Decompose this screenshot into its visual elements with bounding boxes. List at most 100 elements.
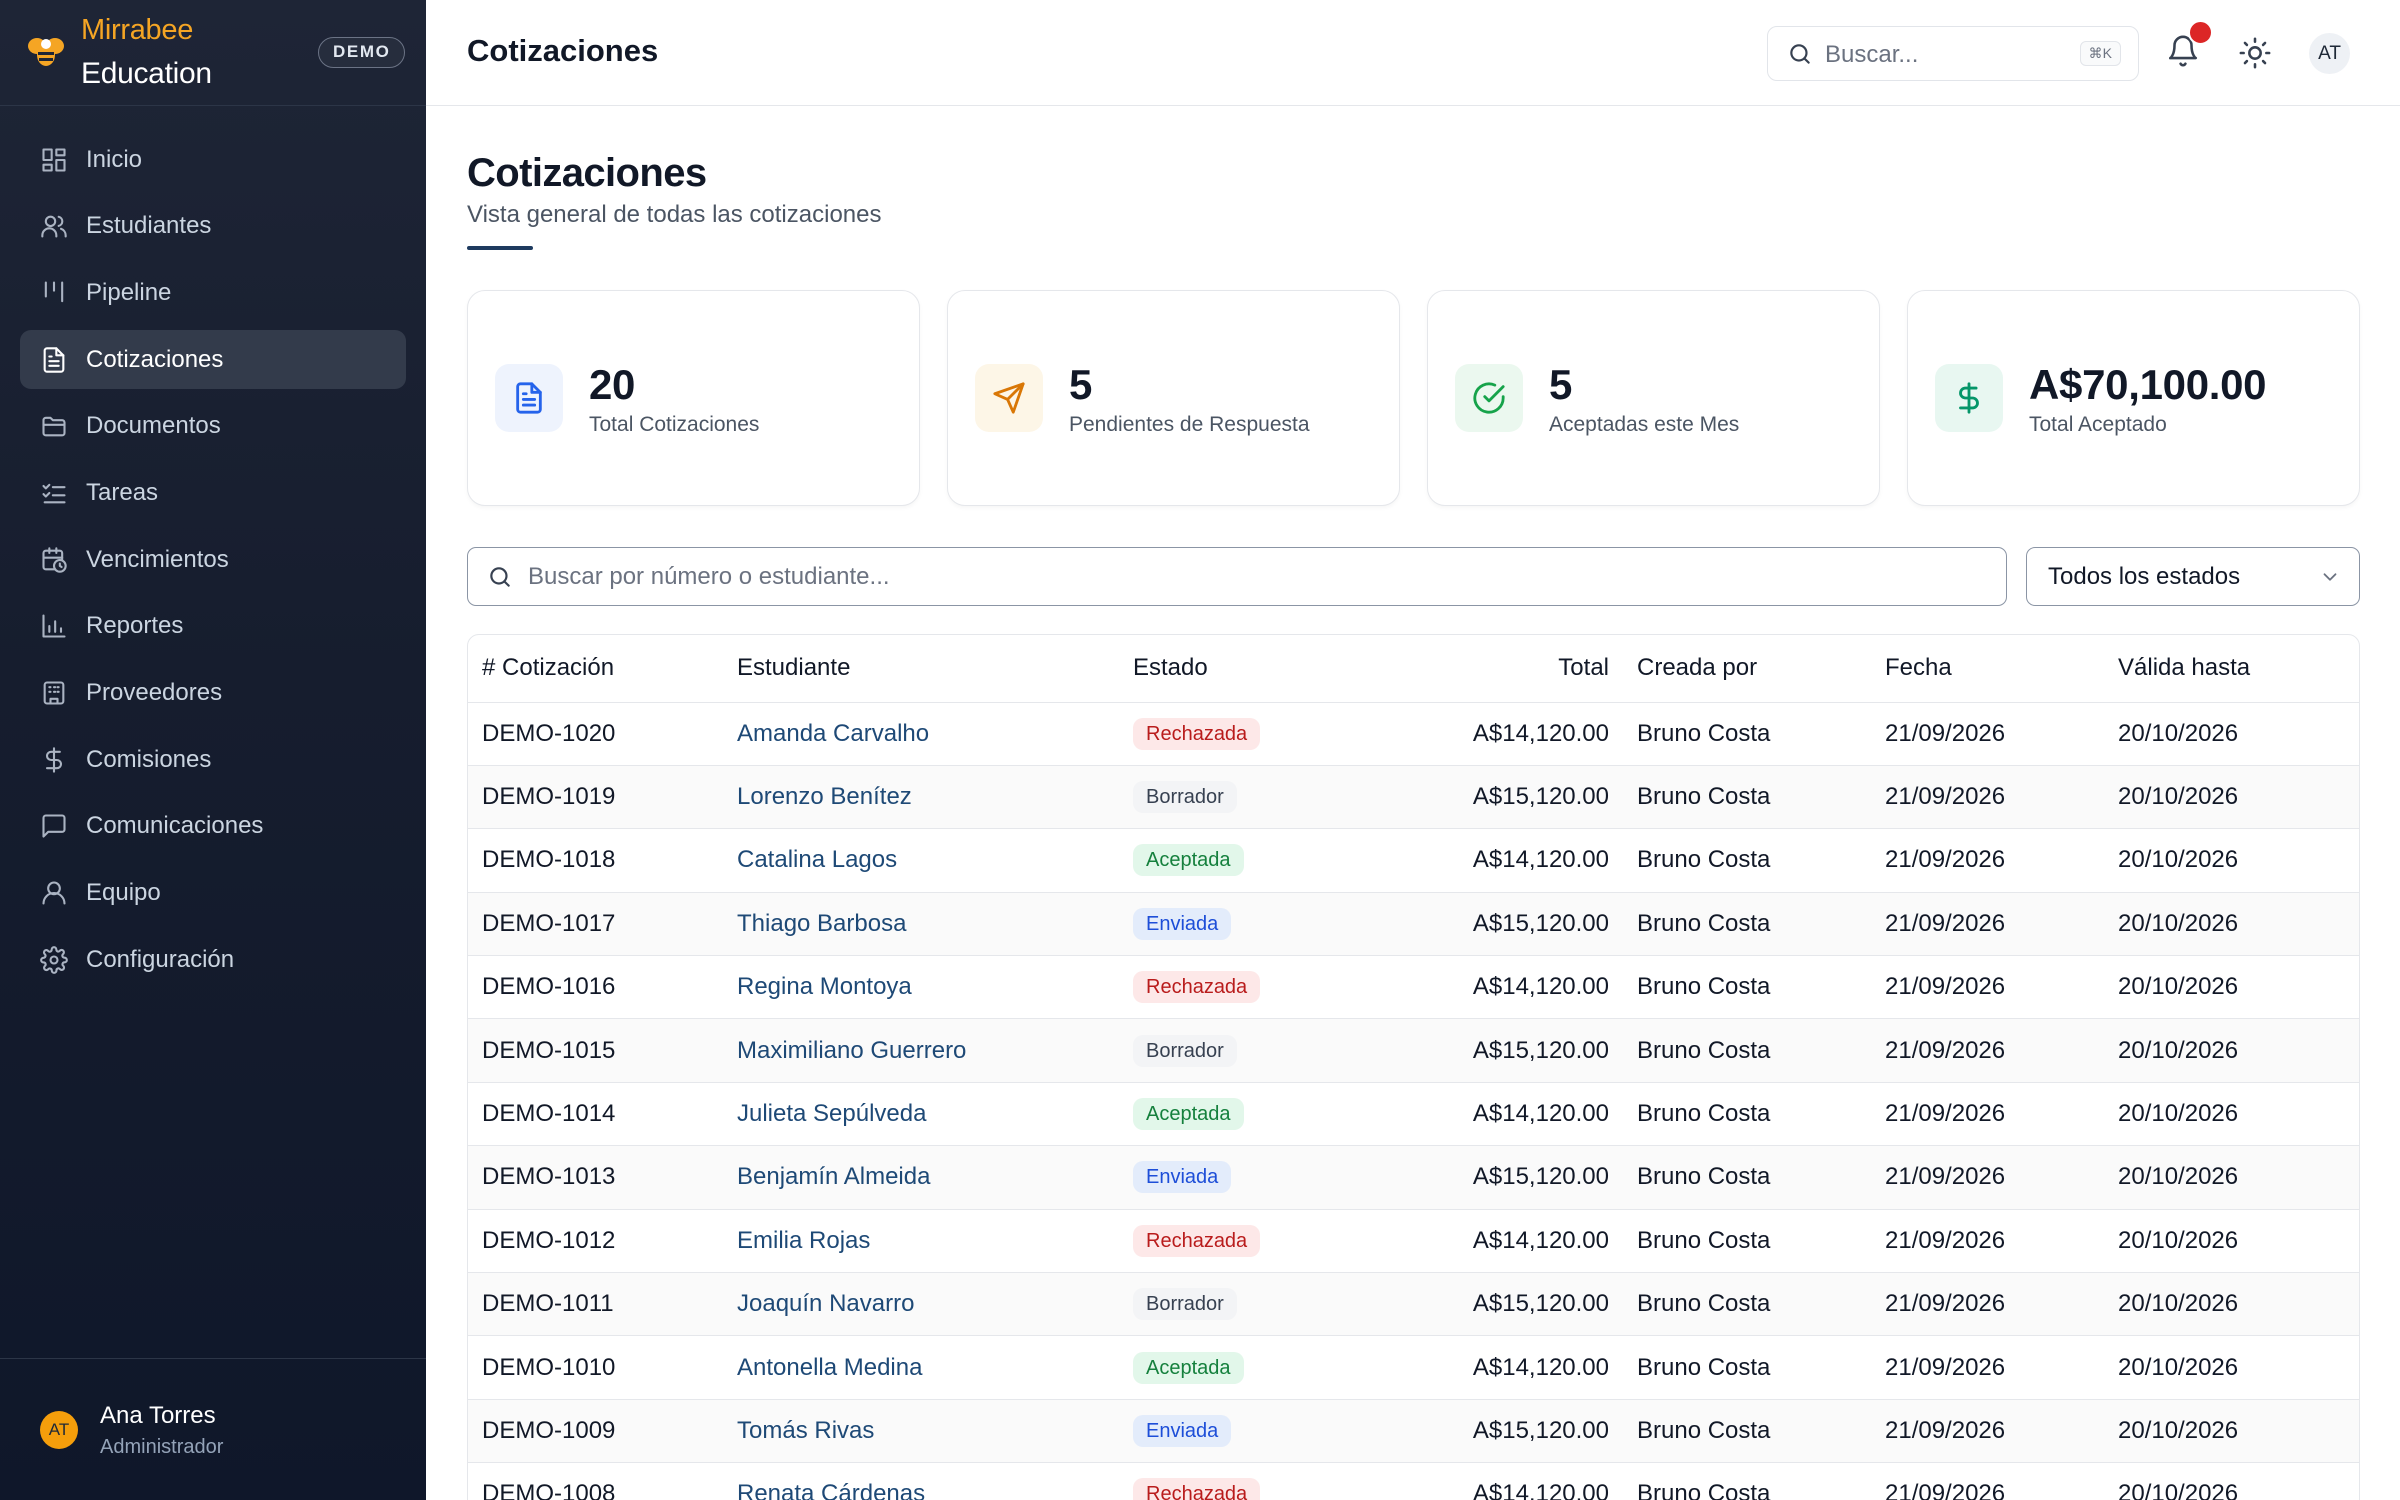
- created-by: Bruno Costa: [1623, 955, 1871, 1020]
- table-row[interactable]: DEMO-1016 Regina Montoya Rechazada A$14,120…: [468, 955, 2359, 1020]
- avatar[interactable]: AT: [2309, 33, 2350, 74]
- bell-icon[interactable]: [2166, 34, 2200, 68]
- quote-search[interactable]: [467, 547, 2007, 606]
- student-link[interactable]: Tomás Rivas: [723, 1399, 1119, 1464]
- column-header[interactable]: Fecha: [1871, 635, 2104, 703]
- table-row[interactable]: DEMO-1009 Tomás Rivas Enviada A$15,120.00 Br…: [468, 1399, 2359, 1464]
- quote-total: A$14,120.00: [1319, 1082, 1623, 1147]
- valid-until: 20/10/2026: [2104, 1082, 2359, 1147]
- stat-label: Aceptadas este Mes: [1549, 413, 1740, 436]
- sidebar-item-pipeline[interactable]: Pipeline: [20, 263, 406, 322]
- student-link[interactable]: Joaquín Navarro: [723, 1272, 1119, 1337]
- student-link[interactable]: Lorenzo Benítez: [723, 765, 1119, 830]
- column-header[interactable]: Total: [1319, 635, 1623, 703]
- valid-until: 20/10/2026: [2104, 765, 2359, 830]
- created-by: Bruno Costa: [1623, 702, 1871, 766]
- student-link[interactable]: Emilia Rojas: [723, 1209, 1119, 1274]
- table-row[interactable]: DEMO-1011 Joaquín Navarro Borrador A$15,120…: [468, 1272, 2359, 1337]
- table-row[interactable]: DEMO-1008 Renata Cárdenas Rechazada A$14,12…: [468, 1462, 2359, 1500]
- student-link[interactable]: Amanda Carvalho: [723, 702, 1119, 766]
- table-row[interactable]: DEMO-1019 Lorenzo Benítez Borrador A$15,120…: [468, 765, 2359, 830]
- sidebar-item-inicio[interactable]: Inicio: [20, 130, 406, 189]
- valid-until: 20/10/2026: [2104, 1462, 2359, 1500]
- column-header[interactable]: # Cotización: [468, 635, 723, 703]
- status-cell: Borrador: [1119, 765, 1319, 830]
- valid-until: 20/10/2026: [2104, 1018, 2359, 1083]
- sidebar-item-cotizaciones[interactable]: Cotizaciones: [20, 330, 406, 390]
- student-link[interactable]: Julieta Sepúlveda: [723, 1082, 1119, 1147]
- folder-icon: [40, 412, 68, 440]
- table-row[interactable]: DEMO-1014 Julieta Sepúlveda Aceptada A$14,1…: [468, 1082, 2359, 1147]
- quote-total: A$15,120.00: [1319, 1018, 1623, 1083]
- table-header: # Cotización Estudiante Estado Total Creada …: [468, 635, 2359, 703]
- quote-date: 21/09/2026: [1871, 765, 2104, 830]
- quote-date: 21/09/2026: [1871, 1018, 2104, 1083]
- quote-search-input[interactable]: [528, 558, 1978, 596]
- global-search-input[interactable]: Buscar... ⌘K: [1767, 26, 2139, 81]
- sidebar-item-reportes[interactable]: Reportes: [20, 597, 406, 656]
- sidebar-item-label: Reportes: [86, 612, 184, 640]
- status-filter-select[interactable]: Todos los estados: [2026, 547, 2360, 606]
- sidebar-item-estudiantes[interactable]: Estudiantes: [20, 197, 406, 256]
- bee-logo-icon: [28, 38, 64, 66]
- message-icon: [40, 812, 68, 840]
- sidebar-item-tareas[interactable]: Tareas: [20, 463, 406, 522]
- student-link[interactable]: Renata Cárdenas: [723, 1462, 1119, 1500]
- quote-total: A$14,120.00: [1319, 955, 1623, 1020]
- table-row[interactable]: DEMO-1013 Benjamín Almeida Enviada A$15,120…: [468, 1145, 2359, 1210]
- column-header[interactable]: Estado: [1119, 635, 1319, 703]
- sidebar-item-proveedores[interactable]: Proveedores: [20, 664, 406, 723]
- demo-badge: DEMO: [318, 37, 406, 68]
- created-by: Bruno Costa: [1623, 1272, 1871, 1337]
- sidebar-item-configuracion[interactable]: Configuración: [20, 930, 406, 989]
- quote-date: 21/09/2026: [1871, 1399, 2104, 1464]
- quote-date: 21/09/2026: [1871, 1335, 2104, 1400]
- column-header[interactable]: Válida hasta: [2104, 635, 2359, 703]
- topbar: Cotizaciones Buscar... ⌘K AT: [426, 0, 2400, 106]
- student-link[interactable]: Antonella Medina: [723, 1335, 1119, 1400]
- sidebar-item-vencimientos[interactable]: Vencimientos: [20, 530, 406, 589]
- quote-number: DEMO-1019: [468, 765, 723, 830]
- column-header[interactable]: Creada por: [1623, 635, 1871, 703]
- sun-icon[interactable]: [2238, 36, 2272, 70]
- quote-date: 21/09/2026: [1871, 702, 2104, 766]
- table-row[interactable]: DEMO-1015 Maximiliano Guerrero Borrador A$1…: [468, 1018, 2359, 1083]
- table-row[interactable]: DEMO-1017 Thiago Barbosa Enviada A$15,120.0…: [468, 892, 2359, 957]
- dollar-icon: [1935, 364, 2003, 432]
- quote-total: A$15,120.00: [1319, 1399, 1623, 1464]
- student-link[interactable]: Regina Montoya: [723, 955, 1119, 1020]
- valid-until: 20/10/2026: [2104, 1272, 2359, 1337]
- sidebar-item-comunicaciones[interactable]: Comunicaciones: [20, 797, 406, 856]
- quote-number: DEMO-1017: [468, 892, 723, 957]
- sidebar-item-label: Tareas: [86, 478, 159, 506]
- stat-value: 5: [1069, 361, 1093, 408]
- student-link[interactable]: Catalina Lagos: [723, 828, 1119, 893]
- valid-until: 20/10/2026: [2104, 1335, 2359, 1400]
- page-title: Cotizaciones: [467, 151, 707, 195]
- gear-icon: [40, 945, 68, 974]
- quote-number: DEMO-1016: [468, 955, 723, 1020]
- sidebar-item-documentos[interactable]: Documentos: [20, 397, 406, 456]
- global-search-placeholder: Buscar...: [1825, 41, 1919, 68]
- sidebar: Mirrabee Education DEMO Inicio Estudiante…: [0, 0, 426, 1500]
- table-row[interactable]: DEMO-1012 Emilia Rojas Rechazada A$14,120.0…: [468, 1209, 2359, 1274]
- sidebar-item-label: Equipo: [86, 879, 161, 907]
- sidebar-item-equipo[interactable]: Equipo: [20, 864, 406, 923]
- sidebar-item-comisiones[interactable]: Comisiones: [20, 730, 406, 789]
- student-link[interactable]: Thiago Barbosa: [723, 892, 1119, 957]
- table-row[interactable]: DEMO-1020 Amanda Carvalho Rechazada A$14,12…: [468, 702, 2359, 766]
- column-header[interactable]: Estudiante: [723, 635, 1119, 703]
- user-profile[interactable]: AT Ana Torres Administrador: [0, 1358, 426, 1500]
- sidebar-item-label: Estudiantes: [86, 212, 212, 240]
- student-link[interactable]: Maximiliano Guerrero: [723, 1018, 1119, 1083]
- user-avatar: AT: [40, 1411, 78, 1449]
- table-row[interactable]: DEMO-1018 Catalina Lagos Aceptada A$14,120.…: [468, 828, 2359, 893]
- quote-number: DEMO-1012: [468, 1209, 723, 1274]
- table-row[interactable]: DEMO-1010 Antonella Medina Aceptada A$14,12…: [468, 1335, 2359, 1400]
- sidebar-item-label: Proveedores: [86, 679, 223, 706]
- student-link[interactable]: Benjamín Almeida: [723, 1145, 1119, 1210]
- quote-number: DEMO-1009: [468, 1399, 723, 1464]
- quote-number: DEMO-1015: [468, 1018, 723, 1083]
- valid-until: 20/10/2026: [2104, 702, 2359, 766]
- quote-total: A$15,120.00: [1319, 765, 1623, 830]
